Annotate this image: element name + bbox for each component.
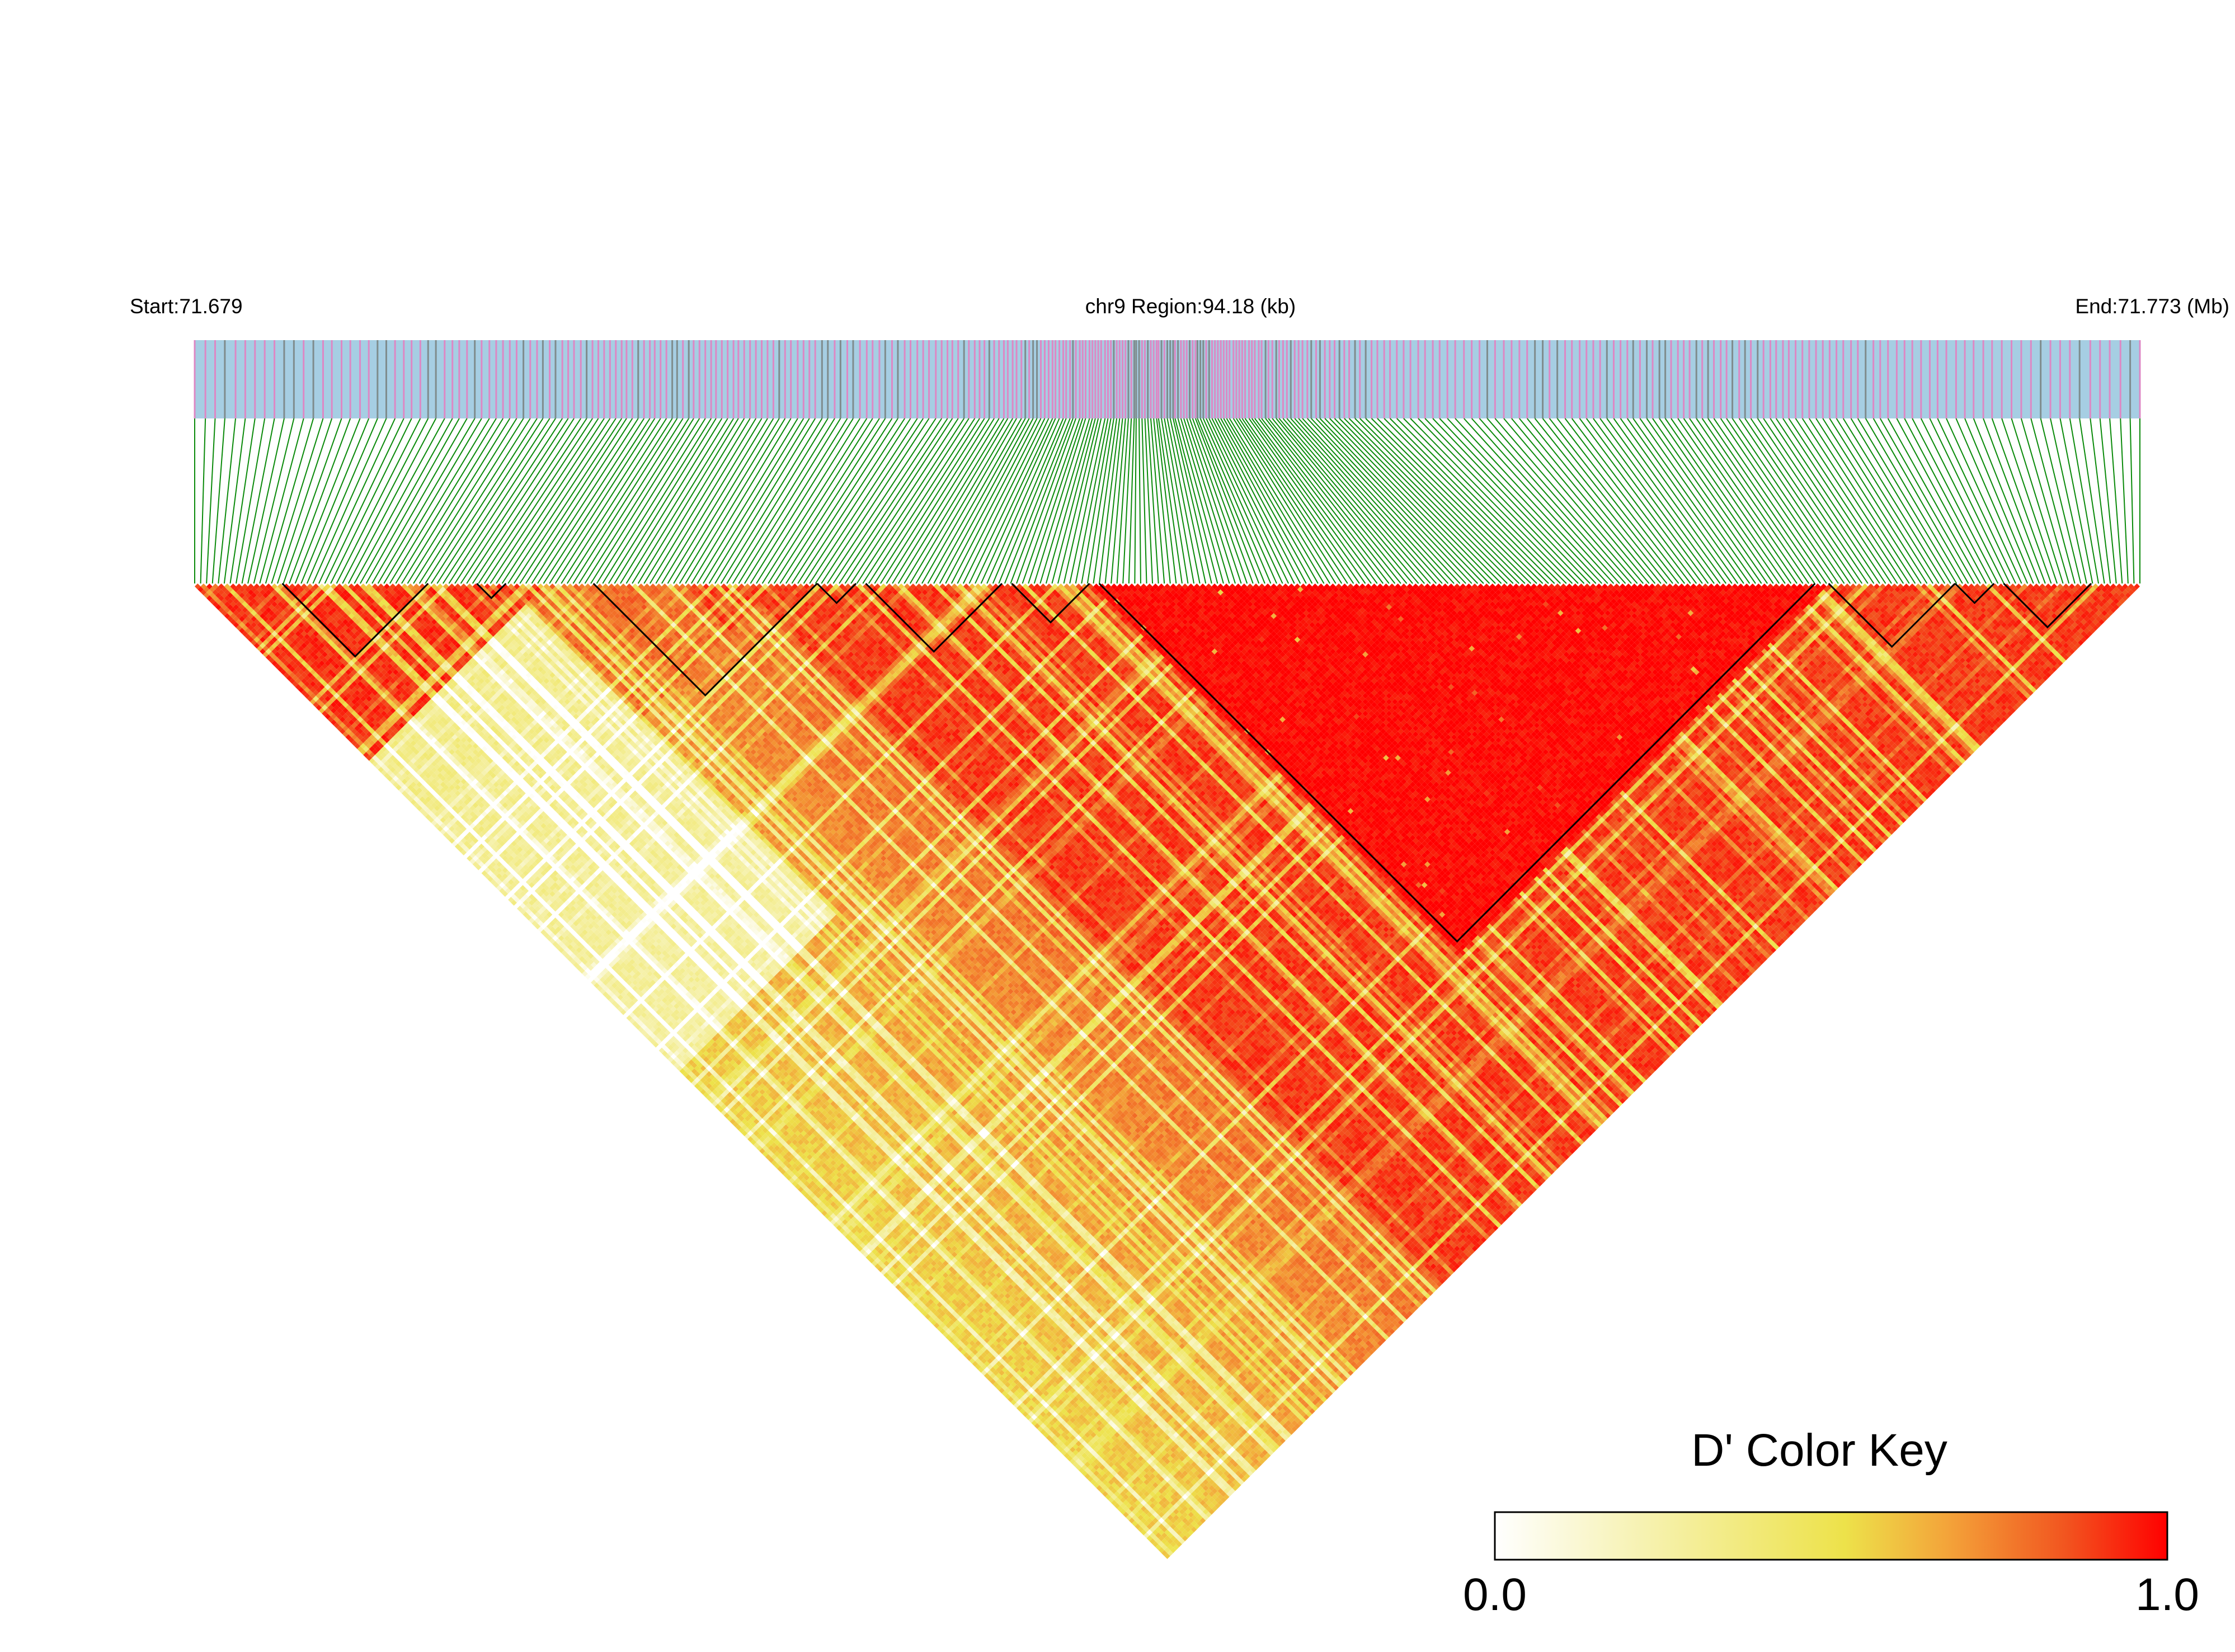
snp-connector bbox=[1017, 418, 1076, 583]
snp-connector bbox=[396, 418, 496, 583]
snp-connector bbox=[1227, 418, 1324, 583]
snp-connector bbox=[301, 418, 369, 583]
snp-connector bbox=[975, 418, 1052, 583]
snp-connector bbox=[490, 418, 598, 583]
snp-connector bbox=[2110, 418, 2122, 583]
snp-connector bbox=[319, 418, 395, 583]
snp-connector bbox=[1633, 418, 1749, 583]
snp-connector bbox=[567, 418, 672, 583]
snp-connector bbox=[609, 418, 711, 583]
snp-connector bbox=[1851, 418, 1951, 583]
snp-connector bbox=[1600, 418, 1720, 583]
snp-connector bbox=[2070, 418, 2098, 583]
snp-connector bbox=[467, 418, 574, 583]
snp-connector bbox=[1023, 418, 1080, 583]
snp-connector bbox=[342, 418, 428, 583]
snp-connector bbox=[1965, 418, 2034, 583]
snp-connector-lines bbox=[195, 418, 2140, 583]
snp-connector bbox=[1733, 418, 1845, 583]
snp-connector bbox=[2120, 418, 2128, 583]
snp-connector bbox=[585, 418, 689, 583]
snp-connector bbox=[887, 418, 990, 583]
snp-connector bbox=[597, 418, 700, 583]
snp-connector bbox=[1404, 418, 1566, 583]
snp-connector bbox=[1558, 418, 1685, 583]
snp-connector bbox=[531, 418, 638, 583]
snp-connector bbox=[1983, 418, 2045, 583]
snp-connector bbox=[502, 418, 610, 583]
snp-connector bbox=[544, 418, 650, 583]
snp-connector bbox=[1156, 418, 1176, 583]
snp-connector bbox=[1550, 418, 1679, 583]
snp-connector bbox=[1480, 418, 1626, 583]
snp-connector bbox=[561, 418, 666, 583]
snp-connector bbox=[1627, 418, 1744, 583]
snp-connector bbox=[1139, 418, 1141, 583]
snp-connector bbox=[496, 418, 604, 583]
snp-connector bbox=[514, 418, 622, 583]
snp-connector bbox=[1721, 418, 1833, 583]
snp-connector bbox=[526, 418, 632, 583]
snp-connector bbox=[1135, 418, 1136, 583]
snp-connector bbox=[520, 418, 627, 583]
snp-connector bbox=[236, 418, 265, 583]
snp-connector bbox=[366, 418, 459, 583]
snp-connector bbox=[266, 418, 313, 583]
snp-connector bbox=[284, 418, 342, 583]
snp-connector bbox=[289, 418, 350, 583]
snp-connector bbox=[579, 418, 683, 583]
snp-connector bbox=[1487, 418, 1631, 583]
snp-connector bbox=[2100, 418, 2116, 583]
snp-connector bbox=[360, 418, 453, 583]
snp-connector bbox=[242, 418, 275, 583]
snp-connector bbox=[390, 418, 490, 583]
snp-connector bbox=[1212, 418, 1294, 583]
snp-connector bbox=[254, 418, 294, 583]
snp-connector bbox=[573, 418, 677, 583]
snp-connector bbox=[1714, 418, 1827, 583]
snp-connector bbox=[2130, 418, 2134, 583]
snp-connector bbox=[1912, 418, 1998, 583]
snp-connector bbox=[591, 418, 694, 583]
snp-connector bbox=[1647, 418, 1762, 583]
snp-connector bbox=[556, 418, 661, 583]
snp-connector bbox=[981, 418, 1056, 583]
snp-connector bbox=[1276, 418, 1413, 583]
snp-connector bbox=[1410, 418, 1572, 583]
snp-connector bbox=[1690, 418, 1803, 583]
snp-connector bbox=[839, 418, 948, 583]
snp-connector bbox=[2060, 418, 2092, 583]
snp-connector bbox=[1613, 418, 1731, 583]
header-labels: Start:71.679 chr9 Region:94.18 (kb) End:… bbox=[130, 295, 2229, 318]
start-label: Start:71.679 bbox=[130, 295, 243, 318]
snp-connector bbox=[1726, 418, 1838, 583]
snp-connector bbox=[1052, 418, 1095, 583]
snp-connector bbox=[201, 418, 206, 583]
snp-connector bbox=[538, 418, 644, 583]
snp-connector bbox=[508, 418, 616, 583]
snp-connector bbox=[1992, 418, 2052, 583]
ld-heatmap-triangle bbox=[195, 583, 2140, 1559]
snp-connector bbox=[2041, 418, 2081, 583]
snp-connector bbox=[1653, 418, 1767, 583]
snp-connector bbox=[431, 418, 537, 583]
snp-connector bbox=[1105, 418, 1123, 583]
snp-connector bbox=[1708, 418, 1820, 583]
snp-connector bbox=[1621, 418, 1738, 583]
snp-connector bbox=[1640, 418, 1756, 583]
snp-connector bbox=[1702, 418, 1815, 583]
snp-connector bbox=[1607, 418, 1726, 583]
snp-connector bbox=[1937, 418, 2016, 583]
region-label: chr9 Region:94.18 (kb) bbox=[1085, 295, 1296, 318]
snp-connector bbox=[2021, 418, 2069, 583]
snp-connector bbox=[603, 418, 705, 583]
snp-connector bbox=[384, 418, 482, 583]
end-label: End:71.773 (Mb) bbox=[2075, 295, 2229, 318]
